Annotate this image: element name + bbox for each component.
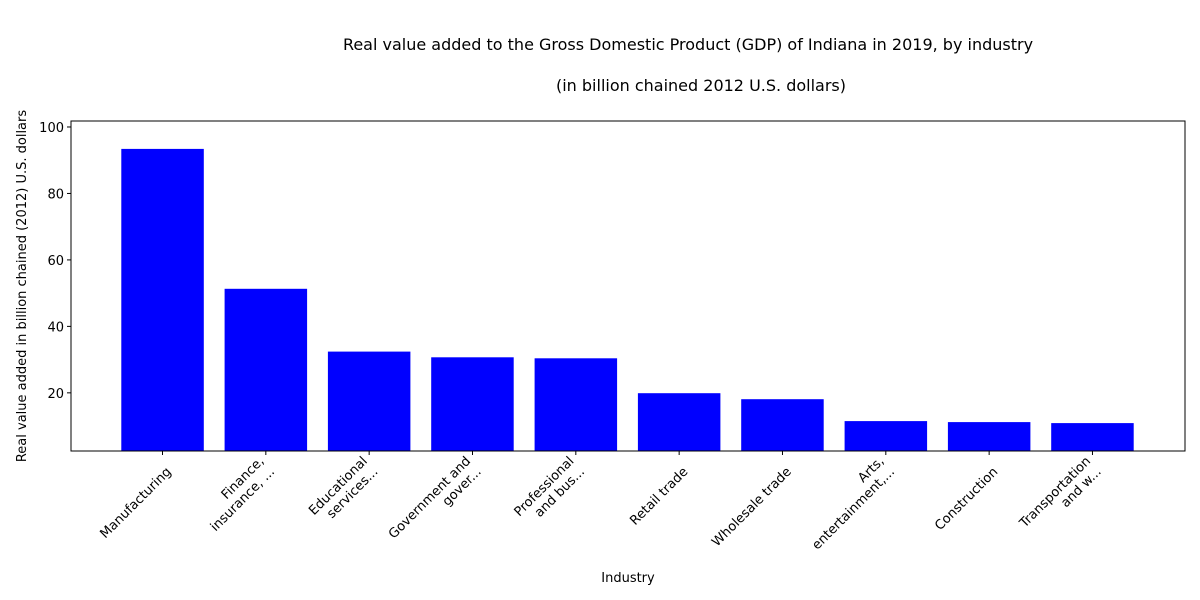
x-tick-label: Wholesale trade xyxy=(709,465,794,550)
bar-4 xyxy=(534,358,618,451)
plot-frame xyxy=(70,120,1186,452)
x-tick-label: Manufacturing xyxy=(98,465,175,542)
chart-title: Real value added to the Gross Domestic P… xyxy=(343,35,1033,54)
x-tick-label: Transportationand w... xyxy=(1016,454,1104,542)
bar-2 xyxy=(327,351,411,451)
y-axis-label: Real value added in billion chained (201… xyxy=(15,110,30,463)
x-axis-label: Industry xyxy=(601,571,655,586)
y-axis-ticks: 20 40 60 80 100 xyxy=(39,121,71,402)
bar-7 xyxy=(844,421,928,451)
y-tick-label: 100 xyxy=(39,121,64,136)
x-axis-ticks: Manufacturing Finance,insurance, ... Educa… xyxy=(98,451,1105,553)
x-tick-label: Government andgover... xyxy=(386,454,485,553)
y-tick-label: 60 xyxy=(47,254,64,269)
y-tick-label: 40 xyxy=(47,320,64,335)
bar-8 xyxy=(947,422,1031,451)
x-tick-label: Professionaland bus... xyxy=(512,454,588,530)
x-tick-label: Finance,insurance, ... xyxy=(197,454,278,535)
x-tick-label: Educationalservices... xyxy=(306,454,381,529)
bar-1 xyxy=(224,288,308,451)
x-tick-label: Construction xyxy=(932,465,1001,534)
x-tick-label: Arts,entertainment,... xyxy=(799,454,898,553)
chart-subtitle: (in billion chained 2012 U.S. dollars) xyxy=(556,76,846,95)
bar-3 xyxy=(431,357,514,451)
x-tick-label: Retail trade xyxy=(627,465,691,529)
bar-9 xyxy=(1051,423,1134,451)
y-tick-label: 80 xyxy=(47,187,64,202)
bars-group xyxy=(121,148,1134,451)
bar-5 xyxy=(637,393,721,451)
y-tick-label: 20 xyxy=(47,387,64,402)
bar-0 xyxy=(121,148,204,451)
bar-6 xyxy=(741,399,824,451)
